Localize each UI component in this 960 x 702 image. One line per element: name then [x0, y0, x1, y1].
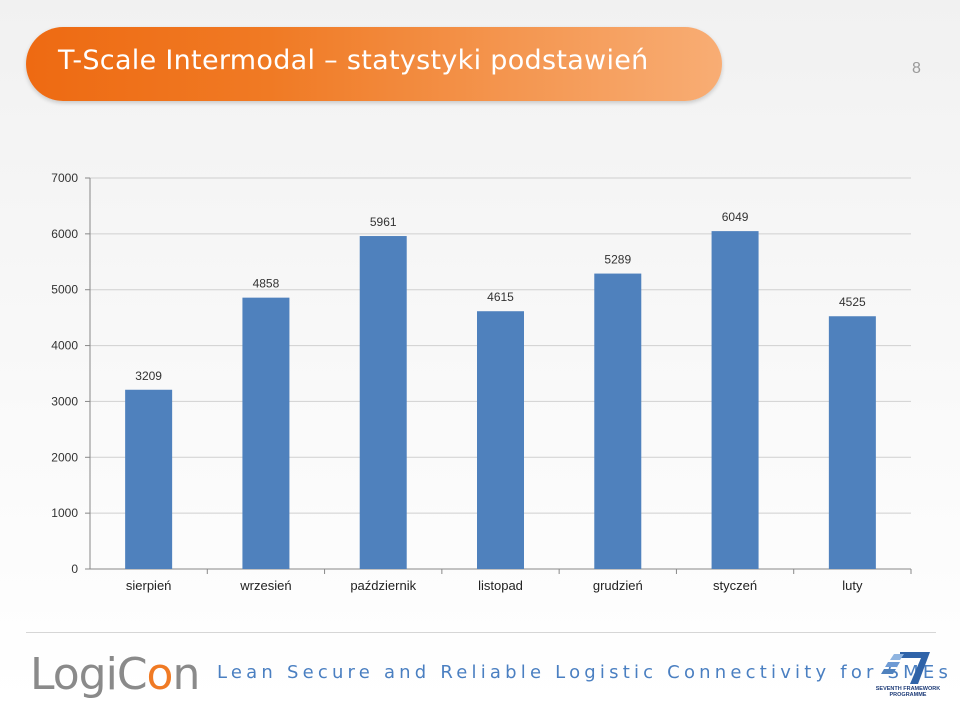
logo-text-part2: n [172, 649, 200, 700]
fp7-caption-line1: SEVENTH FRAMEWORK [875, 686, 941, 692]
x-tick-label: wrzesień [239, 578, 291, 593]
logo-accent-letter: o [146, 649, 174, 700]
x-tick-label: listopad [478, 578, 523, 593]
logicon-logo: LogiCon [30, 649, 200, 700]
y-tick-label: 7000 [51, 171, 78, 185]
data-label: 5961 [370, 215, 397, 229]
x-tick-label: grudzień [593, 578, 643, 593]
bar-chart: 0 1000 2000 3000 4000 5000 6000 7000 3209 sierpie… [51, 171, 912, 593]
fp7-logo-icon: SEVENTH FRAMEWORK PROGRAMME [870, 648, 946, 700]
bar [477, 311, 524, 569]
bar [711, 231, 759, 569]
bar [828, 316, 876, 569]
slide-number: 8 [912, 60, 921, 77]
bar [125, 389, 173, 569]
project-tagline: Lean Secure and Reliable Logistic Connec… [217, 662, 953, 683]
y-tick-label: 6000 [51, 227, 78, 241]
data-label: 4615 [487, 290, 514, 304]
y-tick-label: 2000 [51, 450, 78, 464]
y-tick-label: 5000 [51, 283, 78, 297]
y-tick-label: 3000 [51, 394, 78, 408]
data-label: 5289 [604, 253, 631, 267]
fp7-caption-line2: PROGRAMME [889, 692, 927, 698]
x-tick-label: październik [350, 578, 416, 593]
footer-divider [26, 632, 936, 633]
data-label: 4525 [839, 295, 866, 309]
title-banner: T-Scale Intermodal – statystyki podstawi… [26, 27, 722, 101]
x-tick-label: styczeń [713, 578, 757, 593]
x-tick-label: sierpień [126, 578, 172, 593]
data-label: 3209 [135, 369, 162, 383]
y-tick-label: 4000 [51, 339, 78, 353]
y-tick-label: 1000 [51, 506, 78, 520]
data-label: 4858 [253, 277, 280, 291]
bar [359, 236, 407, 569]
logo-text-part1: LogiC [30, 649, 148, 700]
bar [242, 297, 290, 569]
y-tick-label: 0 [71, 562, 78, 576]
data-label: 6049 [722, 210, 749, 224]
x-tick-label: luty [842, 578, 863, 593]
bar [594, 273, 642, 569]
page-title: T-Scale Intermodal – statystyki podstawi… [58, 45, 649, 76]
